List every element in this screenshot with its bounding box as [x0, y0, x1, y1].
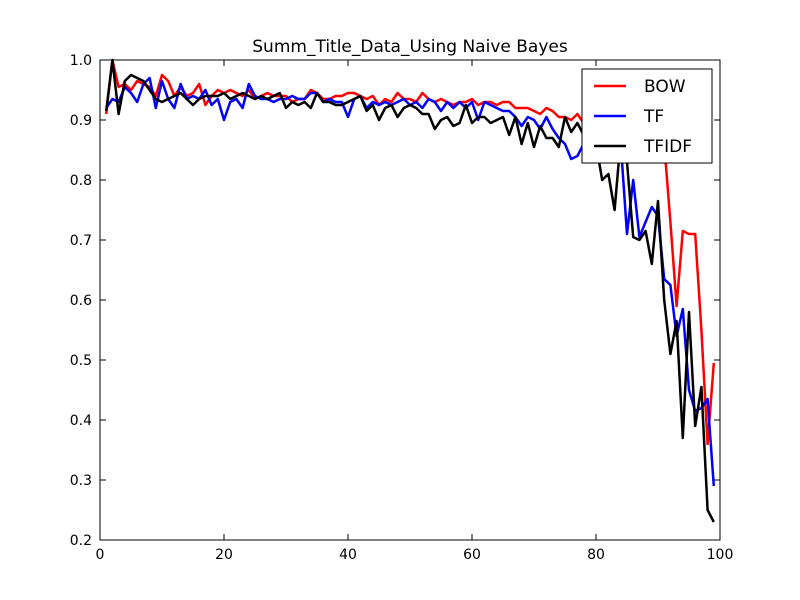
y-tick-label: 0.7 — [70, 233, 92, 249]
x-tick-label: 40 — [339, 547, 357, 563]
legend: BOW TF TFIDF — [581, 68, 713, 164]
y-tick-label: 0.5 — [70, 353, 92, 369]
y-tick-label: 0.3 — [70, 473, 92, 489]
y-tick-label: 0.8 — [70, 173, 92, 189]
y-tick-label: 0.2 — [70, 533, 92, 549]
y-tick-label: 0.6 — [70, 293, 92, 309]
x-tick-label: 0 — [96, 547, 105, 563]
x-tick-label: 100 — [707, 547, 734, 563]
series-line-tfidf — [104, 58, 715, 523]
x-tick-label: 20 — [215, 547, 233, 563]
axes-layer: 0 20 40 60 80 100 0.2 0.3 0.4 0.5 0.6 0.7 0.8 0.9 1.0 — [70, 53, 734, 563]
y-tick-label: 0.4 — [70, 413, 92, 429]
legend-label-tfidf: TFIDF — [643, 137, 692, 157]
x-tick-label: 60 — [463, 547, 481, 563]
legend-label-tf: TF — [643, 107, 664, 127]
y-tick-label: 0.9 — [70, 113, 92, 129]
legend-label-bow: BOW — [644, 77, 686, 97]
chart-title: Summ_Title_Data_Using Naive Bayes — [252, 37, 568, 57]
y-tick-label: 1.0 — [70, 53, 92, 69]
x-tick-label: 80 — [587, 547, 605, 563]
